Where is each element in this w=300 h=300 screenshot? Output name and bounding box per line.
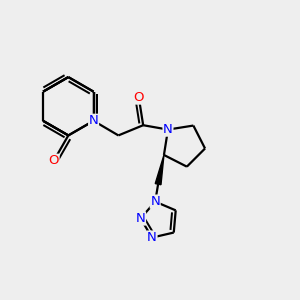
Text: N: N bbox=[89, 114, 98, 127]
Text: N: N bbox=[136, 212, 146, 225]
Text: O: O bbox=[49, 154, 59, 167]
Text: N: N bbox=[150, 195, 160, 208]
Text: N: N bbox=[163, 123, 173, 136]
Polygon shape bbox=[155, 155, 164, 185]
Text: O: O bbox=[134, 91, 144, 104]
Text: N: N bbox=[147, 231, 157, 244]
